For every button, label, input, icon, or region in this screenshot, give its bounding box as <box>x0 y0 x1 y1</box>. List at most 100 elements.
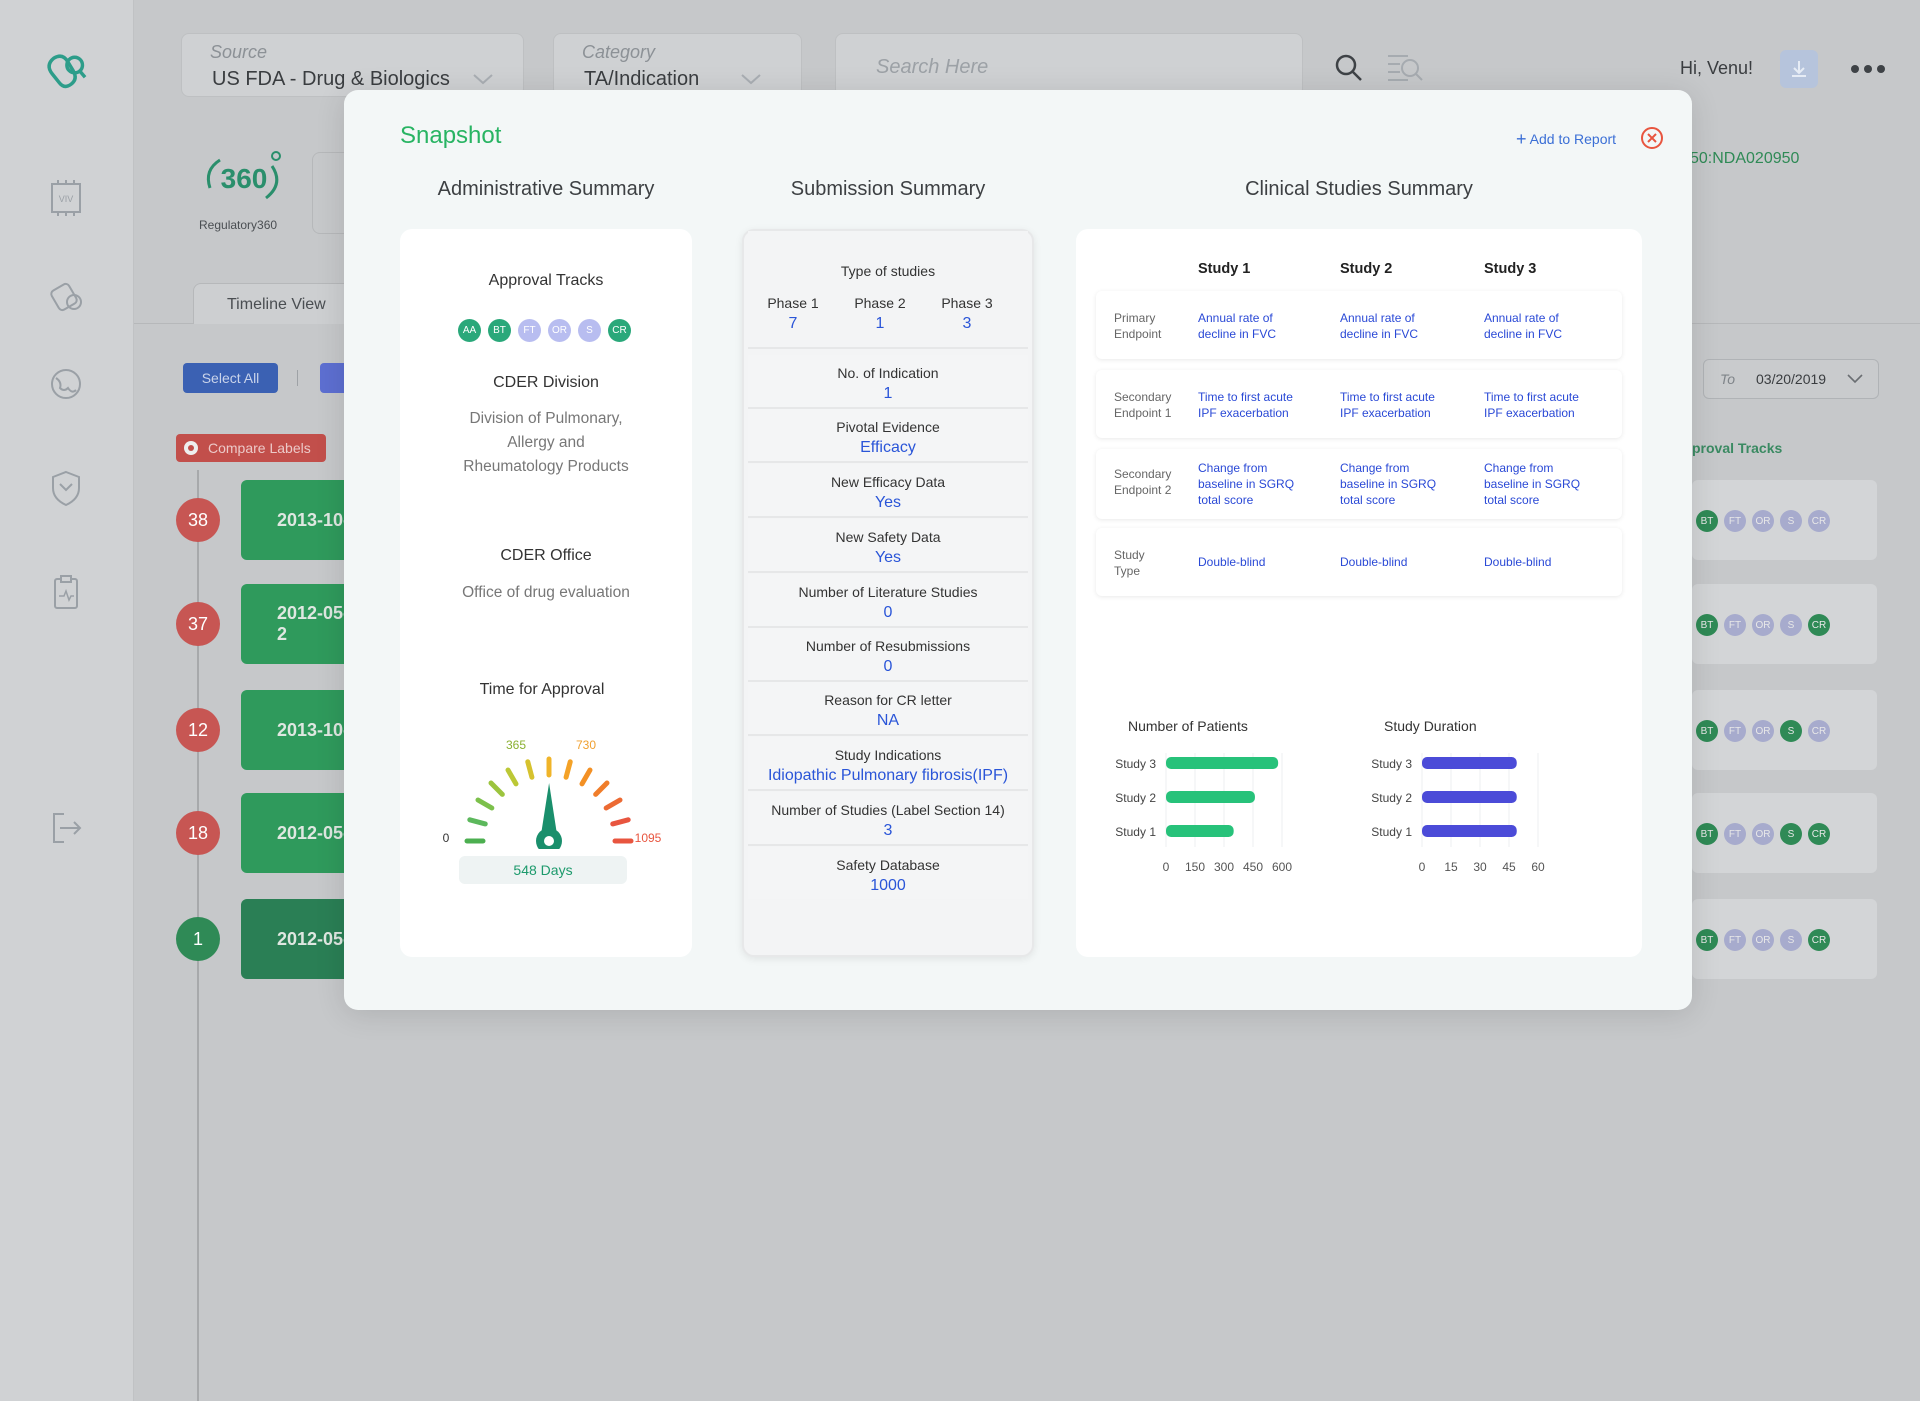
submission-row-label: Number of Resubmissions <box>805 638 971 654</box>
date-to-field[interactable]: To 03/20/2019 <box>1703 359 1879 399</box>
endpoint-value-line: IPF exacerbation <box>1340 406 1431 420</box>
track-badge: S <box>1780 823 1802 845</box>
timeline-row[interactable]: 2012-05-2 <box>241 584 351 664</box>
chip-icon[interactable]: VIV <box>40 172 92 224</box>
submission-row: No. of Indication 1 <box>748 355 1028 409</box>
endpoint-value: Change from baseline in SGRQ total score <box>1484 460 1594 508</box>
track-badges: BT FT OR S CR <box>1696 929 1830 951</box>
submission-row-label: Safety Database <box>836 857 940 873</box>
bar <box>1422 825 1517 837</box>
clipboard-icon[interactable] <box>40 566 92 618</box>
phase-3-value: 3 <box>962 315 972 332</box>
endpoint-value-line: Change from <box>1198 461 1268 475</box>
endpoint-label-line: Endpoint 2 <box>1114 483 1172 497</box>
y-category-label: Study 2 <box>1116 791 1156 805</box>
endpoint-value: Time to first acute IPF exacerbation <box>1340 389 1450 421</box>
category-value: TA/Indication <box>584 68 700 90</box>
approval-tracks-card: BT FT OR S CR <box>1692 480 1877 560</box>
endpoint-value-line: baseline in SGRQ <box>1340 477 1437 491</box>
track-badge: OR <box>1752 510 1774 532</box>
advanced-search-icon[interactable] <box>1386 50 1426 91</box>
endpoint-label-line: Secondary <box>1114 390 1172 404</box>
approval-tracks-card: BT FT OR S CR <box>1692 690 1877 770</box>
category-select[interactable]: Category TA/Indication <box>553 33 802 97</box>
date-to-label: To <box>1720 371 1736 387</box>
search-input[interactable]: Search Here <box>835 33 1303 97</box>
cder-division-label: CDER Division <box>493 374 599 391</box>
submission-row-label: Study Indications <box>834 747 942 763</box>
track-badge: BT <box>1696 614 1718 636</box>
search-icon[interactable] <box>1334 53 1364 88</box>
gauge-tick <box>467 817 488 827</box>
submission-summary-title: Submission Summary <box>790 178 986 200</box>
globe-icon[interactable] <box>40 358 92 410</box>
endpoint-value-line: Double-blind <box>1340 555 1408 569</box>
app-logo-icon[interactable] <box>40 46 92 98</box>
endpoint-value: Change from baseline in SGRQ total score <box>1340 460 1450 508</box>
timeline-row[interactable]: 2013-10- <box>241 480 351 560</box>
toolbar-button-edge[interactable] <box>320 363 344 393</box>
shield-icon[interactable] <box>40 462 92 514</box>
compare-labels-button[interactable]: Compare Labels <box>176 434 326 462</box>
track-badge: FT <box>1724 720 1746 742</box>
source-select[interactable]: Source US FDA - Drug & Biologics <box>181 33 524 97</box>
cder-division-value: Division of Pulmonary, Allergy and Rheum… <box>400 407 692 479</box>
more-options-icon[interactable] <box>1850 62 1886 80</box>
info-card-edge <box>312 152 353 234</box>
gauge-min-label: 0 <box>443 831 450 845</box>
endpoint-value-line: Change from <box>1340 461 1410 475</box>
track-badge: BT <box>1696 823 1718 845</box>
track-badges: BT FT OR S CR <box>1696 614 1830 636</box>
y-category-label: Study 1 <box>1372 825 1412 839</box>
endpoint-value: Double-blind <box>1340 554 1450 570</box>
time-for-approval-label: Time for Approval <box>479 681 605 698</box>
bar <box>1166 757 1279 769</box>
duration-chart-title: Study Duration <box>1384 718 1477 734</box>
approval-tracks-header: proval Tracks <box>1692 440 1783 456</box>
track-badge: CR <box>1808 929 1830 951</box>
endpoint-value: Time to first acute IPF exacerbation <box>1198 389 1308 421</box>
plus-icon: + <box>1516 129 1527 149</box>
endpoint-value-line: Annual rate of <box>1340 311 1415 325</box>
track-badge: AA <box>458 319 481 342</box>
division-line: Allergy and <box>507 434 585 451</box>
select-all-button[interactable]: Select All <box>183 363 278 393</box>
endpoint-label: Secondary Endpoint 2 <box>1114 466 1171 498</box>
submission-row: New Efficacy Data Yes <box>748 464 1028 518</box>
admin-summary-title: Administrative Summary <box>437 178 655 200</box>
track-badge: OR <box>1752 823 1774 845</box>
endpoint-label-line: Study <box>1114 548 1145 562</box>
approval-time-gauge: 0 365 730 1095 <box>443 738 662 849</box>
endpoint-value-line: baseline in SGRQ <box>1198 477 1295 491</box>
pill-bottle-icon[interactable] <box>40 268 92 320</box>
submission-row-value: Yes <box>874 494 902 511</box>
endpoint-value-line: decline in FVC <box>1198 327 1277 341</box>
add-to-report-button[interactable]: + Add to Report <box>1516 128 1616 149</box>
download-button[interactable] <box>1780 50 1818 88</box>
tab-timeline-view[interactable]: Timeline View <box>193 283 355 324</box>
phase-3-label: Phase 3 <box>941 295 993 311</box>
add-to-report-label: Add to Report <box>1529 131 1617 147</box>
logout-icon[interactable] <box>40 802 92 854</box>
track-badge: FT <box>1724 929 1746 951</box>
timeline-row[interactable]: 2012-05- <box>241 793 351 873</box>
track-badge: OR <box>1752 720 1774 742</box>
track-badge: S <box>1780 929 1802 951</box>
timeline-row[interactable]: 2012-05- <box>241 899 351 979</box>
track-badge: OR <box>1752 614 1774 636</box>
logo-360-text: 360 <box>221 163 268 194</box>
close-icon[interactable] <box>1640 126 1664 150</box>
y-category-label: Study 1 <box>1116 825 1156 839</box>
submission-row-label: Pivotal Evidence <box>836 419 940 435</box>
gauge-tick <box>593 780 610 797</box>
submission-row-label: Reason for CR letter <box>824 692 952 708</box>
compare-labels-text: Compare Labels <box>208 440 311 456</box>
submission-row-label: New Efficacy Data <box>830 474 946 490</box>
timeline-row[interactable]: 2013-10- <box>241 690 351 770</box>
gauge-365-label: 365 <box>506 738 526 752</box>
submission-row-value: Yes <box>874 549 902 566</box>
x-tick-label: 60 <box>1531 860 1545 874</box>
endpoint-value-line: total score <box>1484 493 1540 507</box>
approval-tracks-card: BT FT OR S CR <box>1692 899 1877 979</box>
track-badge: OR <box>548 319 571 342</box>
